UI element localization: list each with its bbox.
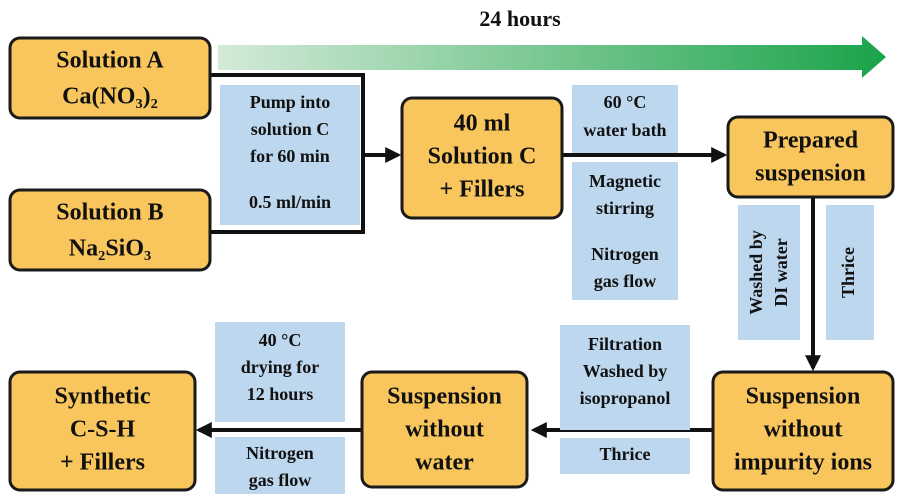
condition-label: drying for <box>241 357 320 377</box>
process-label: + Fillers <box>60 450 145 476</box>
process-label: without <box>405 417 484 443</box>
condition-box <box>220 85 360 225</box>
condition-box <box>560 325 690 430</box>
process-box <box>360 370 529 489</box>
condition-label: 60 °C <box>604 92 647 112</box>
condition-label: Filtration <box>588 334 662 354</box>
process-label: Synthetic <box>55 384 151 410</box>
process-label: Ca(NO₃)₂ <box>62 84 158 110</box>
condition-label: Thrice <box>600 444 651 464</box>
condition-box <box>215 437 345 494</box>
condition-label: gas flow <box>594 271 657 291</box>
timeline-arrow <box>218 36 886 78</box>
process-label: Prepared <box>763 128 859 154</box>
condition-label: gas flow <box>249 470 312 490</box>
condition-label: 0.5 ml/min <box>249 192 331 212</box>
process-box <box>711 370 895 492</box>
condition-label: 12 hours <box>247 384 314 404</box>
condition-label: isopropanol <box>580 388 671 408</box>
condition-label: DI water <box>771 238 791 306</box>
condition-label: 40 °C <box>259 330 302 350</box>
process-label: Solution A <box>56 48 164 74</box>
process-label: Suspension <box>387 384 502 410</box>
condition-label: Nitrogen <box>591 244 659 264</box>
process-label: Na₂SiO₃ <box>69 236 151 262</box>
condition-label: Pump into <box>250 92 331 112</box>
process-box <box>726 115 895 199</box>
condition-label: water bath <box>583 120 666 140</box>
process-label: Solution C <box>428 144 537 170</box>
condition-box <box>738 205 800 340</box>
process-box <box>8 36 212 120</box>
condition-label: Washed by <box>583 361 668 381</box>
process-box <box>8 370 197 492</box>
condition-box <box>572 162 678 300</box>
condition-box <box>215 322 345 422</box>
process-box <box>400 96 564 220</box>
process-label: Solution B <box>56 200 163 226</box>
process-label: Suspension <box>746 384 861 410</box>
process-label: water <box>415 450 474 476</box>
condition-label: stirring <box>596 198 654 218</box>
boxes: Solution A Ca(NO₃)₂ Solution B Na₂SiO₃ 40 ml… <box>8 36 895 494</box>
process-label: 40 ml <box>454 111 511 137</box>
timeline-label: 24 hours <box>479 6 561 31</box>
process-box <box>8 188 212 272</box>
process-label: impurity ions <box>734 450 872 476</box>
process-label: C-S-H <box>70 417 136 443</box>
condition-box <box>826 205 874 340</box>
condition-label: solution C <box>251 119 330 139</box>
process-label: + Fillers <box>440 177 525 203</box>
condition-label: Magnetic <box>589 171 661 191</box>
condition-box <box>560 438 690 474</box>
process-label: without <box>764 417 843 443</box>
process-label: suspension <box>755 161 866 187</box>
condition-label: Nitrogen <box>246 443 314 463</box>
condition-label: for 60 min <box>250 146 330 166</box>
condition-box <box>572 85 678 153</box>
condition-label: Thrice <box>838 247 858 298</box>
condition-label: Washed by <box>746 230 766 315</box>
